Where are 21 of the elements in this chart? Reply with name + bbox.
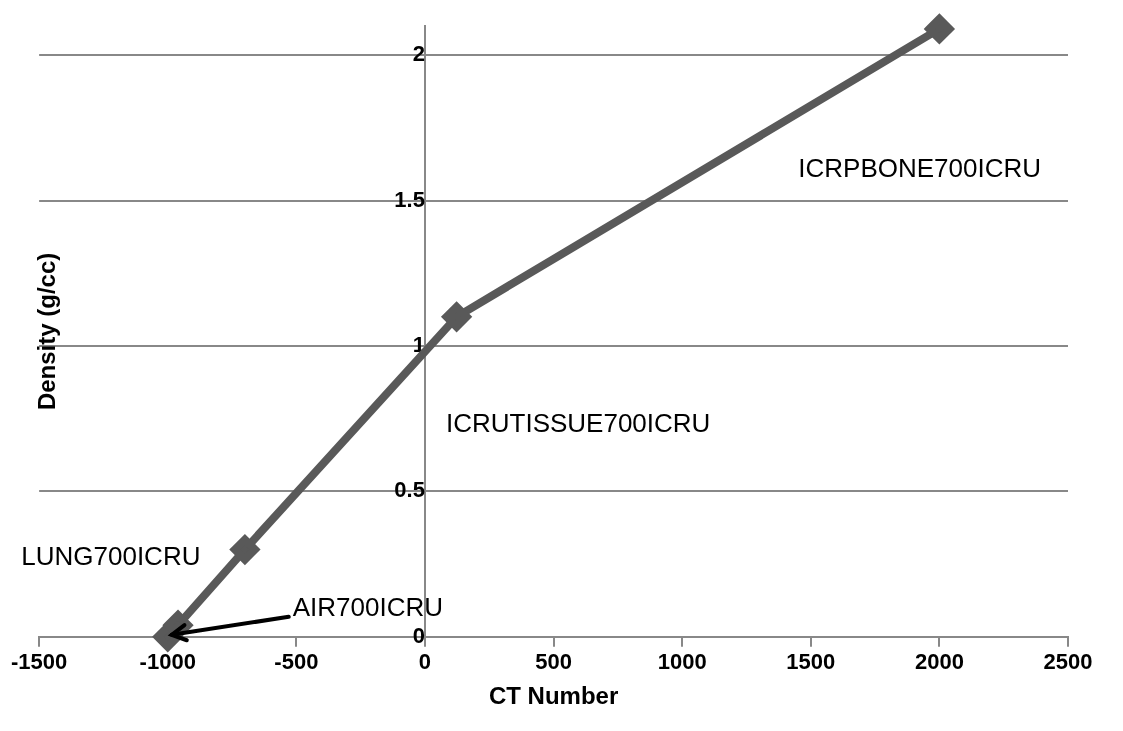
annotation: ICRUTISSUE700ICRU (445, 408, 711, 439)
x-tick-label: 1500 (786, 649, 836, 675)
annotation: AIR700ICRU (292, 591, 444, 622)
x-tick-label: -500 (274, 649, 319, 675)
x-axis-title: CT Number (488, 682, 619, 710)
point (442, 302, 471, 331)
x-tick-label: 500 (535, 649, 572, 675)
y-axis-title: Density (g/cc) (32, 252, 60, 411)
annotation: LUNG700ICRU (21, 540, 201, 571)
x-tick-label: 2500 (1043, 649, 1093, 675)
y-tick-label: 0 (412, 622, 425, 648)
x-tick-label: 1000 (657, 649, 707, 675)
annotation: ICRPBONE700ICRU (798, 153, 1041, 184)
x-tick-label: -1000 (139, 649, 196, 675)
y-tick-label: 1.5 (394, 186, 425, 212)
y-tick-label: 2 (412, 41, 425, 67)
point (230, 535, 259, 564)
x-tick-label: 2000 (914, 649, 964, 675)
point (925, 14, 954, 43)
y-tick-label: 0.5 (394, 477, 425, 503)
x-tick-label: -1500 (10, 649, 68, 675)
